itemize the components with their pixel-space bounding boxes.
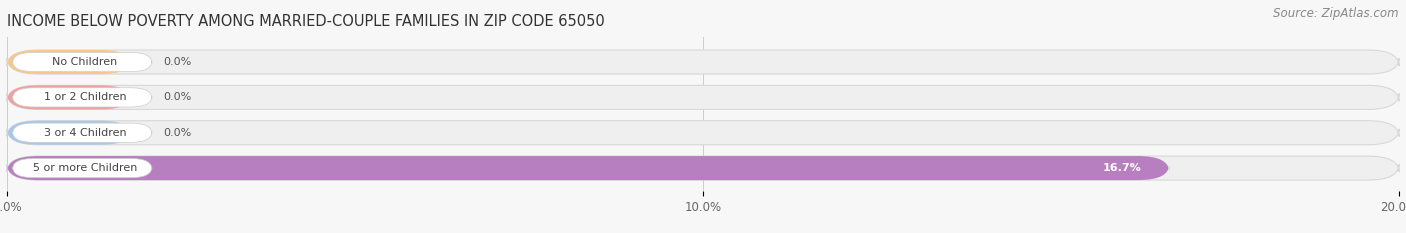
FancyBboxPatch shape	[13, 158, 152, 178]
FancyBboxPatch shape	[13, 52, 152, 72]
Text: 0.0%: 0.0%	[163, 128, 191, 138]
Text: 3 or 4 Children: 3 or 4 Children	[44, 128, 127, 138]
FancyBboxPatch shape	[7, 121, 1399, 145]
FancyBboxPatch shape	[7, 50, 132, 74]
FancyBboxPatch shape	[7, 85, 132, 110]
FancyBboxPatch shape	[7, 156, 1399, 180]
Text: Source: ZipAtlas.com: Source: ZipAtlas.com	[1274, 7, 1399, 20]
Text: 16.7%: 16.7%	[1102, 163, 1142, 173]
FancyBboxPatch shape	[7, 121, 132, 145]
FancyBboxPatch shape	[13, 88, 152, 107]
FancyBboxPatch shape	[7, 85, 1399, 110]
Text: 0.0%: 0.0%	[163, 57, 191, 67]
Text: 5 or more Children: 5 or more Children	[32, 163, 138, 173]
FancyBboxPatch shape	[13, 123, 152, 142]
Text: No Children: No Children	[52, 57, 118, 67]
Text: 1 or 2 Children: 1 or 2 Children	[44, 92, 127, 102]
Text: INCOME BELOW POVERTY AMONG MARRIED-COUPLE FAMILIES IN ZIP CODE 65050: INCOME BELOW POVERTY AMONG MARRIED-COUPL…	[7, 14, 605, 29]
Text: 0.0%: 0.0%	[163, 92, 191, 102]
FancyBboxPatch shape	[7, 156, 1170, 180]
FancyBboxPatch shape	[7, 50, 1399, 74]
